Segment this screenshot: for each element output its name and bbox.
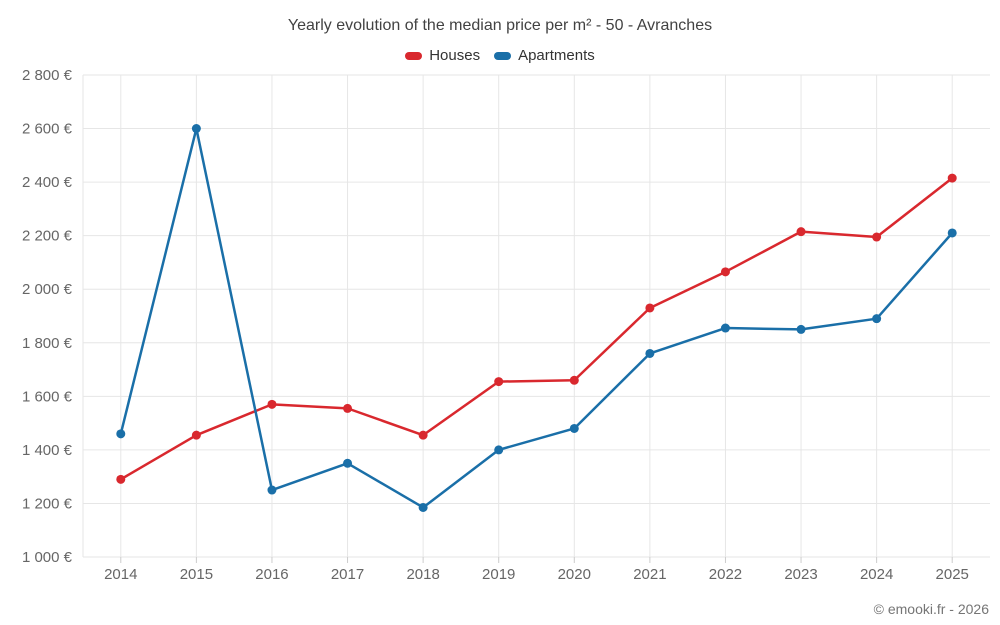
data-point-houses-2023[interactable]: [796, 227, 806, 237]
x-axis-tick-label: 2017: [331, 566, 364, 583]
legend-label-apartments: Apartments: [518, 47, 595, 64]
data-point-apartments-2017[interactable]: [343, 458, 353, 468]
copyright-footer: © emooki.fr - 2026: [873, 601, 989, 617]
x-axis-tick-label: 2024: [860, 566, 893, 583]
data-point-apartments-2023[interactable]: [796, 324, 806, 334]
houses-legend-swatch-icon: [405, 51, 423, 60]
y-axis-tick-label: 1 400 €: [22, 442, 73, 459]
data-point-apartments-2025[interactable]: [947, 228, 957, 238]
y-axis-tick-label: 2 400 €: [22, 174, 73, 191]
x-axis-tick-label: 2025: [936, 566, 969, 583]
y-axis-tick-label: 2 200 €: [22, 228, 73, 245]
apartments-legend-swatch-icon: [494, 51, 512, 60]
data-point-houses-2015[interactable]: [191, 430, 201, 440]
data-point-houses-2020[interactable]: [569, 375, 579, 385]
chart-legend: Houses Apartments: [0, 47, 1000, 64]
data-point-apartments-2021[interactable]: [645, 348, 655, 358]
data-point-apartments-2015[interactable]: [191, 124, 201, 134]
data-point-houses-2017[interactable]: [343, 403, 353, 413]
legend-item-houses[interactable]: Houses: [405, 47, 480, 64]
x-axis-tick-label: 2014: [104, 566, 137, 583]
data-point-apartments-2014[interactable]: [116, 429, 126, 439]
y-axis-tick-label: 1 600 €: [22, 388, 73, 405]
chart-title: Yearly evolution of the median price per…: [287, 17, 713, 34]
y-axis-tick-label: 2 000 €: [22, 281, 73, 298]
data-point-apartments-2018[interactable]: [418, 502, 428, 512]
data-point-houses-2021[interactable]: [645, 303, 655, 313]
legend-label-houses: Houses: [429, 47, 481, 64]
data-point-houses-2019[interactable]: [494, 377, 504, 387]
x-axis-tick-label: 2015: [180, 566, 213, 583]
x-axis-tick-label: 2021: [633, 566, 666, 583]
data-point-apartments-2016[interactable]: [267, 485, 277, 495]
data-point-houses-2022[interactable]: [720, 267, 730, 277]
x-axis-tick-label: 2022: [709, 566, 742, 583]
data-point-houses-2016[interactable]: [267, 399, 277, 409]
y-axis-tick-label: 2 600 €: [22, 121, 73, 138]
x-axis-tick-label: 2020: [558, 566, 591, 583]
x-axis-tick-label: 2016: [255, 566, 288, 583]
data-point-houses-2014[interactable]: [116, 474, 126, 484]
data-point-apartments-2022[interactable]: [720, 323, 730, 333]
y-axis-tick-label: 1 800 €: [22, 335, 73, 352]
y-axis-tick-label: 2 800 €: [22, 67, 73, 84]
x-axis-tick-label: 2019: [482, 566, 515, 583]
data-point-houses-2024[interactable]: [872, 232, 882, 242]
series-line-houses: [119, 176, 954, 481]
y-axis-tick-label: 1 000 €: [22, 549, 73, 566]
data-point-apartments-2024[interactable]: [872, 314, 882, 324]
y-axis-tick-label: 1 200 €: [22, 495, 73, 512]
x-axis-tick-label: 2018: [406, 566, 439, 583]
legend-item-apartments[interactable]: Apartments: [494, 47, 595, 64]
data-point-houses-2025[interactable]: [947, 173, 957, 183]
x-axis-tick-label: 2023: [784, 566, 817, 583]
data-point-houses-2018[interactable]: [418, 430, 428, 440]
data-point-apartments-2019[interactable]: [494, 445, 504, 455]
data-point-apartments-2020[interactable]: [569, 423, 579, 433]
series-line-apartments: [119, 127, 954, 509]
